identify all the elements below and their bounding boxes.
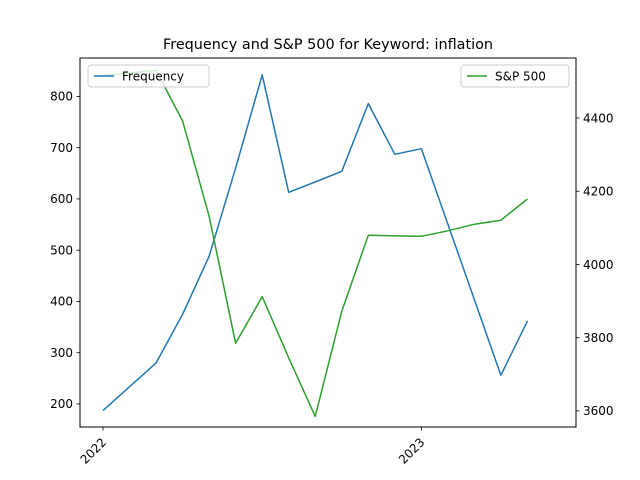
left-y-tick-label: 700: [50, 141, 73, 155]
left-y-tick-label: 200: [50, 397, 73, 411]
right-y-tick-label: 4000: [583, 258, 614, 272]
left-y-tick-label: 400: [50, 295, 73, 309]
plot-frame: [79, 57, 577, 428]
left-y-axis: 200 300 400 500 600 700 800: [50, 90, 80, 411]
left-y-tick-label: 600: [50, 192, 73, 206]
series-line-frequency: [102, 74, 529, 412]
legend-sp500: S&P 500: [460, 64, 570, 88]
right-y-tick-label: 4400: [583, 111, 614, 125]
right-y-tick-label: 3600: [583, 404, 614, 418]
series-line-sp500: [102, 69, 528, 418]
legend-frequency: Frequency: [87, 64, 210, 88]
left-y-tick-label: 800: [50, 90, 73, 104]
left-y-tick-label: 300: [50, 346, 73, 360]
chart-title: Frequency and S&P 500 for Keyword: infla…: [163, 37, 493, 53]
right-y-tick-label: 3800: [583, 331, 614, 345]
legend-label: S&P 500: [495, 70, 546, 84]
right-y-axis: 3600 3800 4000 4200 4400: [576, 111, 614, 418]
left-y-tick-label: 500: [50, 243, 73, 257]
legend-box: [460, 64, 570, 88]
legend-label: Frequency: [122, 70, 184, 84]
plot-area: [102, 69, 529, 418]
right-y-tick-label: 4200: [583, 185, 614, 199]
legend-box: [87, 64, 210, 88]
